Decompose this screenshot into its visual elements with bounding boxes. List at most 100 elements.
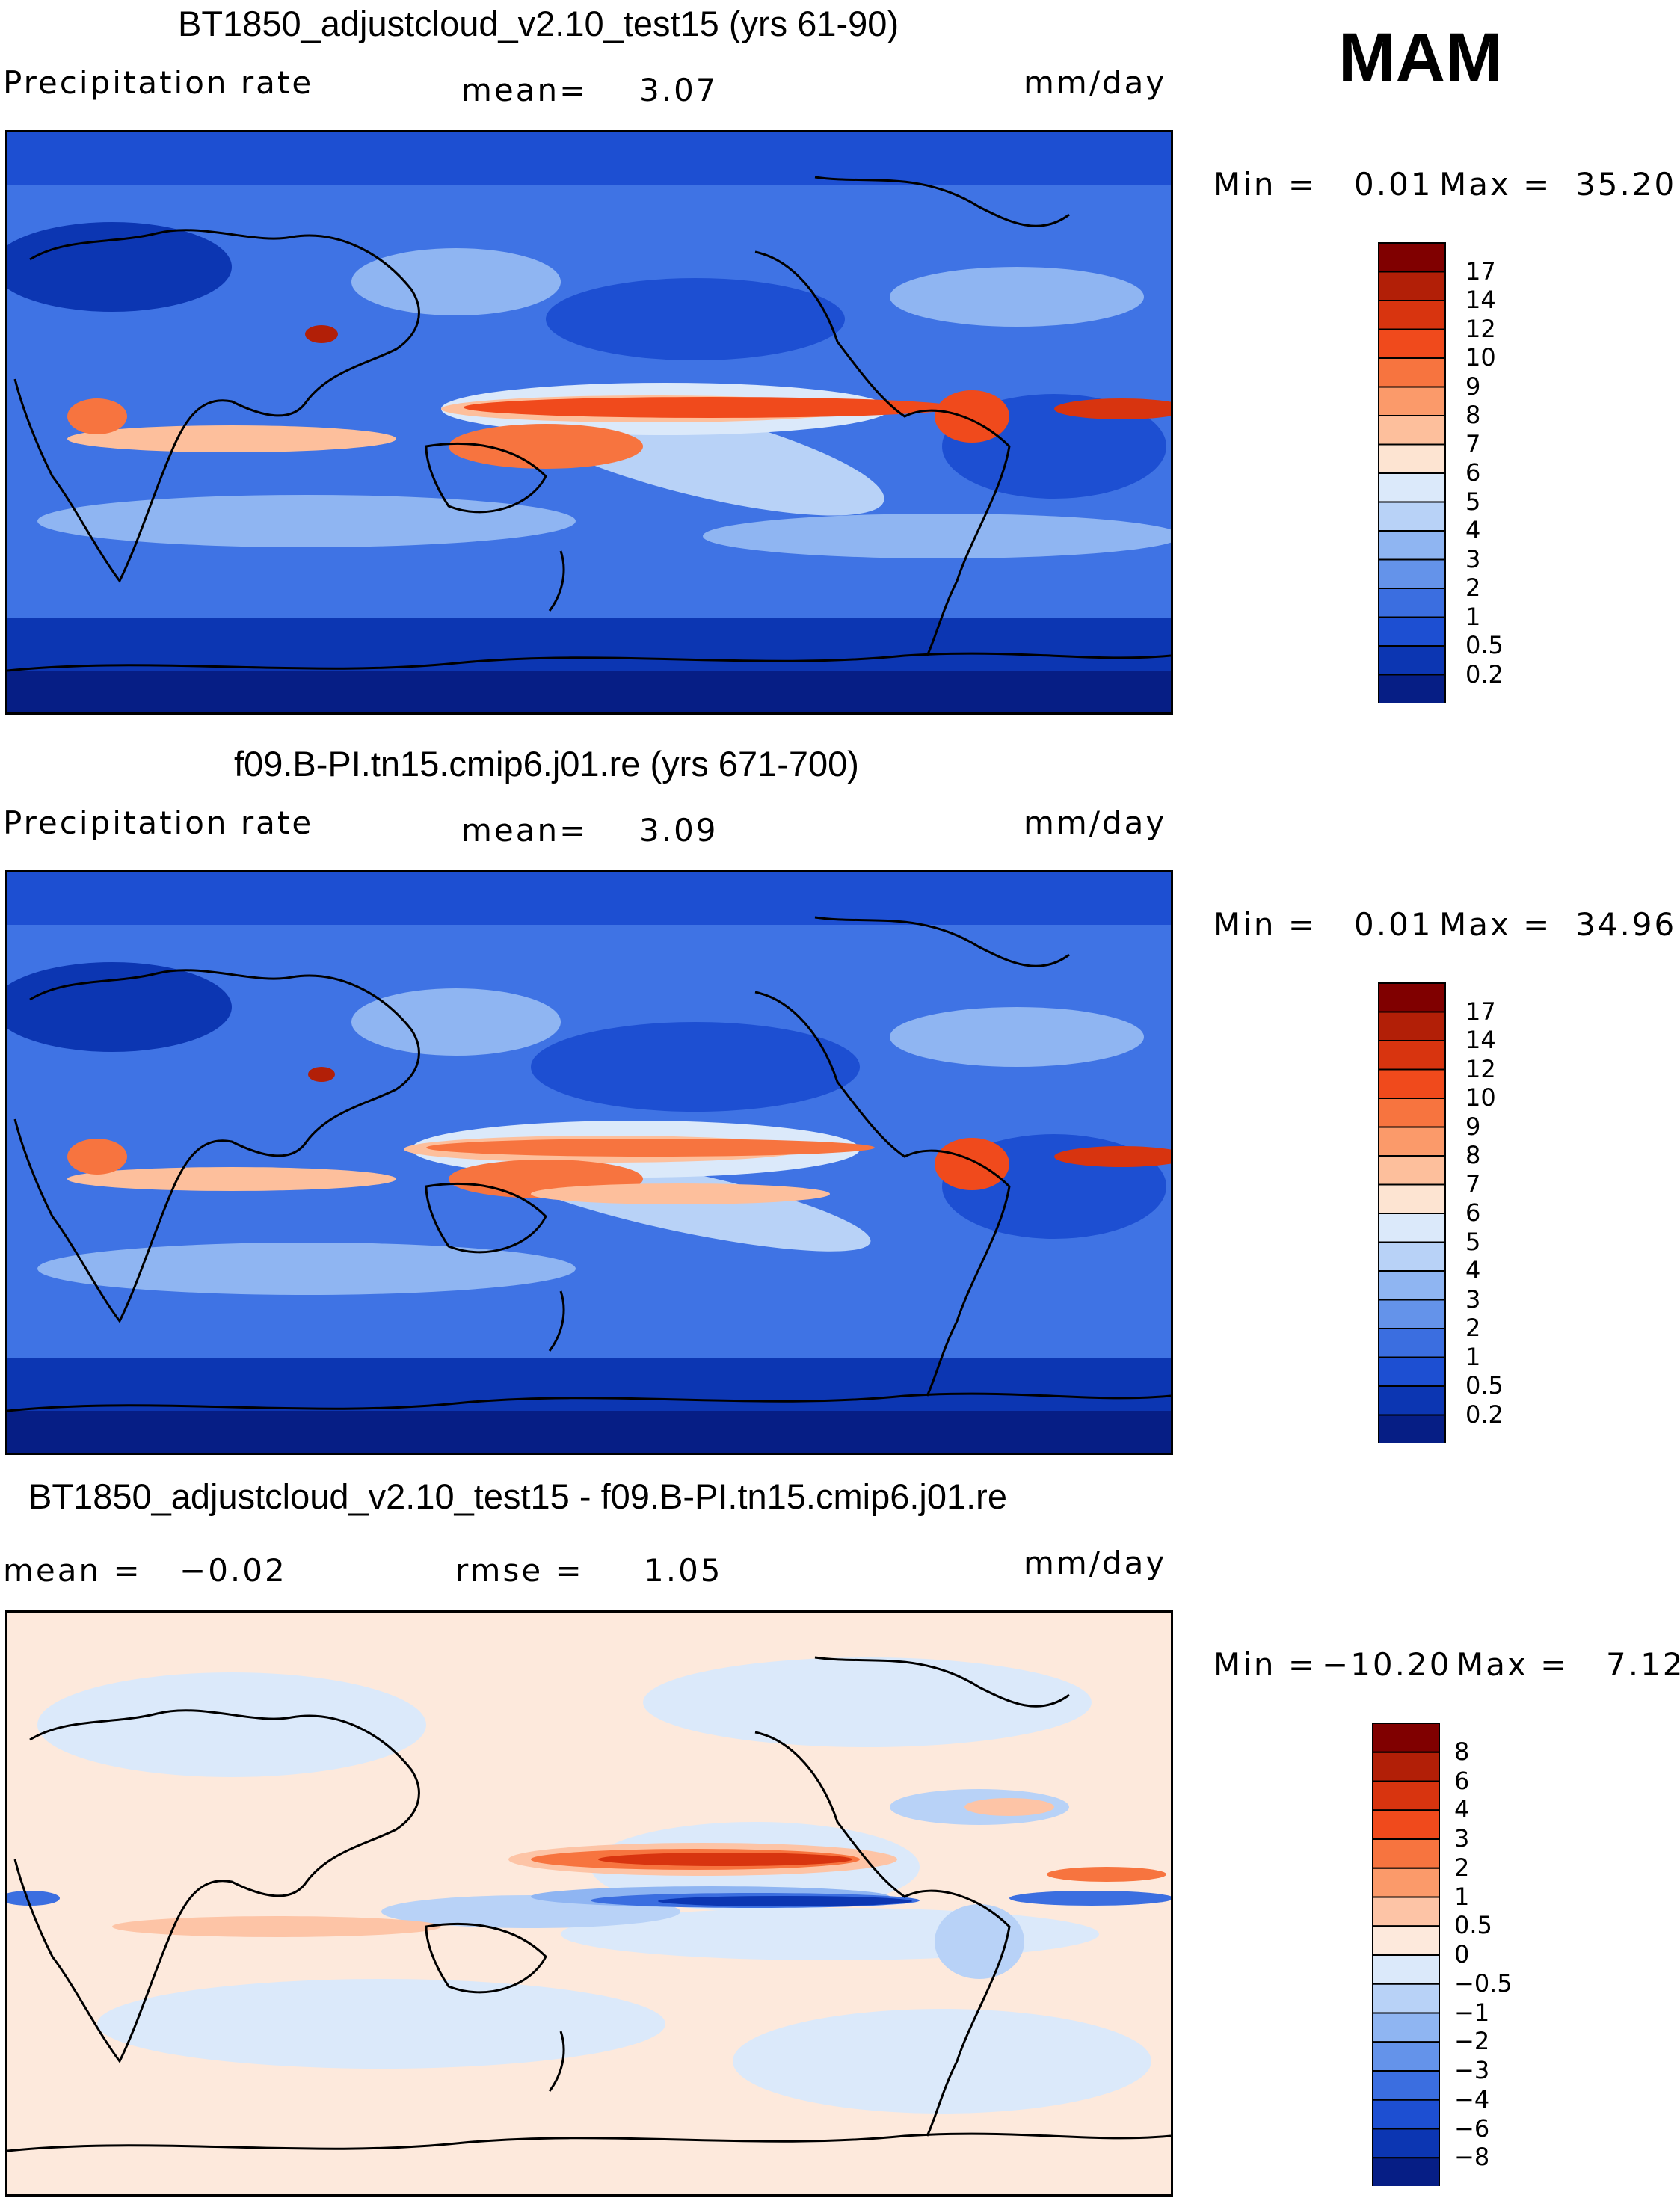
colorbar-tick-label: 8 (1465, 401, 1481, 429)
panel1-max-label: Max = (1439, 166, 1552, 203)
panel3-colorbar-labels: 8 6 4 3 2 1 0.5 0 −0.5 −1 −2 −3 −4 −6 −8 (1454, 1723, 1551, 2186)
colorbar-tick-label: 14 (1465, 1026, 1496, 1054)
panel3-unit: mm/day (1024, 1545, 1167, 1581)
panel3-title: BT1850_adjustcloud_v2.10_test15 - f09.B-… (28, 1477, 1007, 1516)
panel3-min-label: Min = (1213, 1646, 1317, 1683)
panel2-mean-value: 3.09 (639, 812, 719, 849)
colorbar-tick-label: −6 (1454, 2114, 1490, 2143)
colorbar-tick-label: 9 (1465, 1112, 1481, 1141)
colorbar-swatch (1378, 616, 1446, 647)
colorbar-swatch (1372, 1983, 1440, 2014)
colorbar-tick-label: −2 (1454, 2027, 1490, 2056)
colorbar-swatch (1372, 2041, 1440, 2072)
panel2-max-label: Max = (1439, 906, 1552, 943)
panel2-colorbar-labels: 17 14 12 10 9 8 7 6 5 4 3 2 1 0.5 0.2 (1465, 982, 1555, 1443)
colorbar-swatch (1378, 472, 1446, 503)
colorbar-swatch (1372, 2012, 1440, 2043)
panel2-max-value: 34.96 (1575, 906, 1677, 943)
colorbar-tick-label: 9 (1465, 372, 1481, 401)
colorbar-swatch (1378, 1068, 1446, 1099)
colorbar-swatch (1378, 1328, 1446, 1358)
panel2-min-label: Min = (1213, 906, 1317, 943)
colorbar-tick-label: −1 (1454, 1998, 1490, 2027)
colorbar-tick-label: 0.5 (1465, 631, 1504, 659)
colorbar-swatch (1372, 1954, 1440, 1985)
colorbar-tick-label: 4 (1465, 1256, 1481, 1284)
panel1-mean-value: 3.07 (639, 72, 719, 108)
colorbar-tick-label: 0.5 (1465, 1371, 1504, 1400)
colorbar-swatch (1378, 328, 1446, 359)
colorbar-swatch (1372, 2128, 1440, 2159)
panel1-colorbar (1378, 242, 1446, 704)
panel3-max-value: 7.12 (1606, 1646, 1680, 1683)
panel1-mean-label: mean= (461, 72, 588, 108)
colorbar-swatch (1378, 386, 1446, 416)
colorbar-tick-label: 10 (1465, 1083, 1496, 1112)
panel2-mean-label: mean= (461, 812, 588, 849)
colorbar-swatch (1378, 674, 1446, 704)
colorbar-tick-label: 0.2 (1465, 1400, 1504, 1429)
colorbar-swatch (1378, 530, 1446, 561)
colorbar-swatch (1372, 1896, 1440, 1927)
colorbar-swatch (1378, 1155, 1446, 1186)
colorbar-tick-label: −3 (1454, 2056, 1490, 2084)
panel1-colorbar-labels: 17 14 12 10 9 8 7 6 5 4 3 2 1 0.5 0.2 (1465, 242, 1555, 703)
colorbar-tick-label: 2 (1465, 573, 1481, 602)
panel1-min-value: 0.01 (1354, 166, 1433, 203)
colorbar-tick-label: 10 (1465, 343, 1496, 372)
panel1-title: BT1850_adjustcloud_v2.10_test15 (yrs 61-… (178, 4, 899, 43)
colorbar-swatch (1378, 300, 1446, 330)
colorbar-swatch (1378, 558, 1446, 589)
colorbar-tick-label: 14 (1465, 286, 1496, 314)
colorbar-tick-label: 6 (1454, 1766, 1470, 1795)
panel1-unit: mm/day (1024, 64, 1167, 101)
colorbar-swatch (1372, 1751, 1440, 1782)
colorbar-swatch (1372, 2157, 1440, 2188)
colorbar-swatch (1378, 1040, 1446, 1071)
colorbar-tick-label: 17 (1465, 997, 1496, 1026)
colorbar-tick-label: 1 (1465, 1342, 1481, 1371)
colorbar-swatch (1378, 1183, 1446, 1214)
colorbar-tick-label: 2 (1465, 1314, 1481, 1342)
colorbar-tick-label: 0.2 (1465, 659, 1504, 689)
panel2-min-value: 0.01 (1354, 906, 1433, 943)
panel2-colorbar (1378, 982, 1446, 1444)
colorbar-swatch (1372, 2070, 1440, 2101)
panel3-colorbar (1372, 1723, 1440, 2188)
colorbar-tick-label: −4 (1454, 2084, 1490, 2114)
colorbar-swatch (1378, 1270, 1446, 1301)
colorbar-tick-label: 7 (1465, 1169, 1481, 1198)
colorbar-swatch (1378, 501, 1446, 532)
colorbar-swatch (1378, 443, 1446, 474)
colorbar-swatch (1378, 1414, 1446, 1444)
colorbar-tick-label: 17 (1465, 256, 1496, 286)
colorbar-swatch (1378, 1299, 1446, 1329)
panel1-min-label: Min = (1213, 166, 1317, 203)
panel1-variable-label: Precipitation rate (3, 64, 314, 101)
colorbar-swatch (1372, 2099, 1440, 2130)
panel3-rmse-label: rmse = (455, 1552, 584, 1589)
colorbar-tick-label: 4 (1454, 1795, 1470, 1824)
colorbar-swatch (1378, 1126, 1446, 1157)
panel1-precip-map (5, 130, 1173, 715)
colorbar-tick-label: 1 (1465, 602, 1481, 631)
colorbar-tick-label: 12 (1465, 1054, 1496, 1083)
colorbar-swatch (1372, 1723, 1440, 1753)
colorbar-swatch (1378, 271, 1446, 301)
colorbar-swatch (1372, 1925, 1440, 1956)
panel3-min-value: −10.20 (1322, 1646, 1452, 1683)
colorbar-swatch (1372, 1809, 1440, 1840)
colorbar-swatch (1378, 1213, 1446, 1243)
colorbar-tick-label: 5 (1465, 1227, 1481, 1256)
colorbar-swatch (1378, 1098, 1446, 1128)
panel2-variable-label: Precipitation rate (3, 804, 314, 841)
colorbar-tick-label: 0.5 (1454, 1911, 1492, 1940)
colorbar-swatch (1378, 1241, 1446, 1272)
colorbar-swatch (1378, 1011, 1446, 1041)
colorbar-tick-label: 12 (1465, 314, 1496, 343)
colorbar-tick-label: 4 (1465, 516, 1481, 544)
colorbar-tick-label: 7 (1465, 429, 1481, 458)
colorbar-tick-label: −8 (1454, 2143, 1490, 2172)
panel3-mean-label: mean = (3, 1552, 142, 1589)
colorbar-swatch (1378, 242, 1446, 273)
